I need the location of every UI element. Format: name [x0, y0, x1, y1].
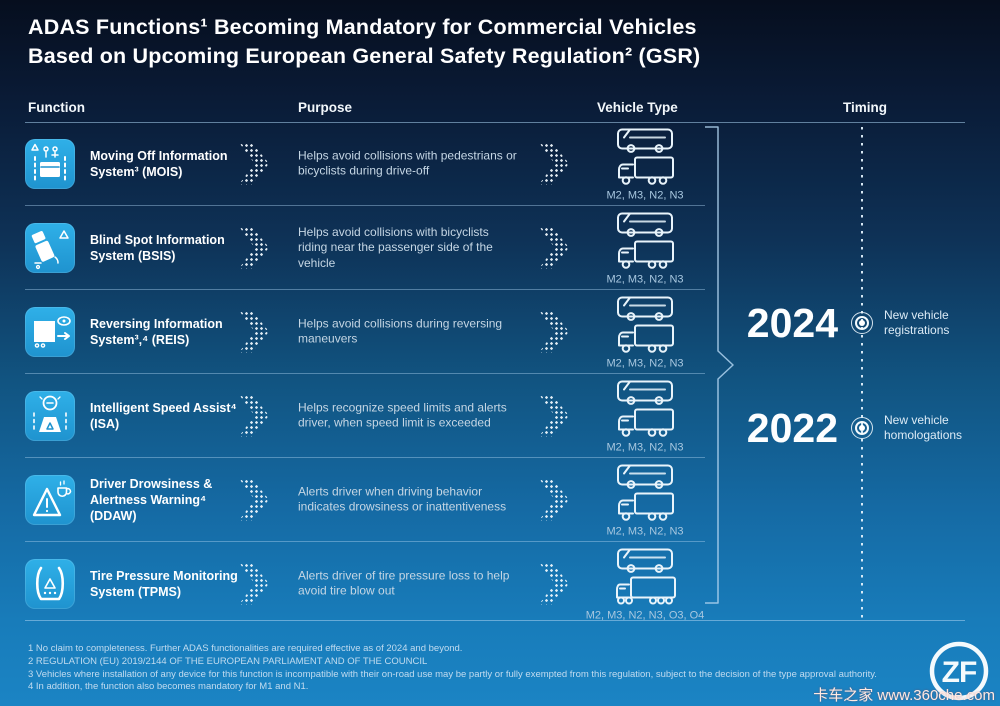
vehicle-type-cell: M2, M3, N2, N3 — [583, 378, 707, 453]
coach-bus-icon — [617, 548, 673, 573]
rigid-truck-icon — [618, 408, 674, 437]
rigid-truck-icon — [618, 492, 674, 521]
bottom-divider-line — [25, 620, 965, 621]
function-table: Moving Off Information System³ (MOIS) He… — [25, 122, 705, 625]
vehicle-type-cell: M2, M3, N2, N3, O3, O4 — [583, 546, 707, 621]
footnotes: 1 No claim to completeness. Further ADAS… — [28, 643, 877, 694]
purpose-text: Helps recognize speed limits and alerts … — [298, 400, 507, 430]
chevron-right-icon — [239, 142, 269, 185]
watermark: 卡车之家 www.360che.com — [813, 687, 995, 704]
purpose-text: Alerts driver of tire pressure loss to h… — [298, 568, 510, 598]
isa-icon — [25, 390, 75, 441]
footnote-4: 4 In addition, the function also becomes… — [28, 681, 309, 693]
function-name: Blind Spot Information System (BSIS) — [90, 232, 225, 263]
vehicle-classes: M2, M3, N2, N3 — [606, 273, 684, 285]
milestone-label: New vehicle registrations — [884, 308, 950, 337]
vehicle-type-cell: M2, M3, N2, N3 — [583, 294, 707, 369]
title-line-2: Based on Upcoming European General Safet… — [28, 44, 701, 68]
rigid-truck-icon — [618, 156, 674, 185]
chevron-right-icon — [239, 562, 269, 605]
header-divider-line — [25, 122, 965, 123]
chevron-right-icon — [539, 142, 569, 185]
zf-logo: ZF — [929, 641, 989, 701]
chevron-right-icon — [239, 394, 269, 437]
timing-group-bracket — [705, 126, 734, 604]
purpose-text: Helps avoid collisions with bicyclists r… — [298, 224, 493, 270]
coach-bus-icon — [617, 380, 673, 405]
coach-bus-icon — [617, 296, 673, 321]
footnote-2: 2 REGULATION (EU) 2019/2144 OF THE EUROP… — [28, 655, 428, 667]
function-name: Driver Drowsiness & Alertness Warning⁴ (… — [90, 476, 213, 523]
timeline-marker-icon — [851, 312, 873, 334]
title-line-1: ADAS Functions¹ Becoming Mandatory for C… — [28, 15, 697, 39]
footnote-1: 1 No claim to completeness. Further ADAS… — [28, 643, 463, 654]
ddaw-icon — [25, 474, 75, 525]
milestone-year: 2024 — [746, 300, 838, 346]
timeline-marker-icon — [851, 417, 873, 439]
function-name: Reversing Information System³,⁴ (REIS) — [90, 316, 223, 347]
chevron-right-icon — [539, 394, 569, 437]
chevron-right-icon — [539, 226, 569, 269]
truck-with-trailer-icon — [616, 576, 676, 604]
purpose-text: Helps avoid collisions during reversing … — [298, 316, 503, 346]
vehicle-classes: M2, M3, N2, N3 — [606, 357, 684, 369]
chevron-right-icon — [539, 310, 569, 353]
function-name: Intelligent Speed Assist⁴ (ISA) — [90, 400, 237, 431]
milestone-label: New vehicle homologations — [884, 413, 963, 442]
column-header-vehicle-type: Vehicle Type — [597, 100, 678, 115]
rigid-truck-icon — [618, 240, 674, 269]
mois-icon — [25, 138, 75, 189]
coach-bus-icon — [617, 212, 673, 237]
vehicle-type-cell: M2, M3, N2, N3 — [583, 462, 707, 537]
table-row: Blind Spot Information System (BSIS) Hel… — [25, 206, 705, 290]
function-name: Moving Off Information System³ (MOIS) — [90, 148, 228, 179]
column-header-function: Function — [28, 100, 85, 115]
coach-bus-icon — [617, 464, 673, 489]
bsis-icon — [25, 222, 75, 273]
chevron-right-icon — [239, 310, 269, 353]
function-name: Tire Pressure Monitoring System (TPMS) — [90, 568, 238, 599]
purpose-text: Alerts driver when driving behavior indi… — [298, 484, 507, 514]
svg-text:ZF: ZF — [942, 656, 977, 689]
vehicle-type-cell: M2, M3, N2, N3 — [583, 126, 707, 201]
vehicle-classes: M2, M3, N2, N3 — [606, 189, 684, 201]
chevron-right-icon — [239, 478, 269, 521]
tpms-icon — [25, 558, 75, 609]
table-row: Reversing Information System³,⁴ (REIS) H… — [25, 290, 705, 374]
footnote-3: 3 Vehicles where installation of any dev… — [28, 668, 877, 680]
vehicle-classes: M2, M3, N2, N3, O3, O4 — [585, 609, 705, 621]
chevron-right-icon — [539, 478, 569, 521]
table-row: Moving Off Information System³ (MOIS) He… — [25, 122, 705, 206]
rigid-truck-icon — [618, 324, 674, 353]
table-row: Intelligent Speed Assist⁴ (ISA) Helps re… — [25, 374, 705, 458]
page-title: ADAS Functions¹ Becoming Mandatory for C… — [28, 13, 700, 71]
milestone-year: 2022 — [746, 405, 838, 451]
vehicle-classes: M2, M3, N2, N3 — [606, 441, 684, 453]
chevron-right-icon — [239, 226, 269, 269]
purpose-text: Helps avoid collisions with pedestrians … — [298, 148, 517, 178]
coach-bus-icon — [617, 128, 673, 153]
vehicle-type-cell: M2, M3, N2, N3 — [583, 210, 707, 285]
vehicle-classes: M2, M3, N2, N3 — [606, 525, 684, 537]
chevron-right-icon — [539, 562, 569, 605]
timeline-dotted-line — [861, 127, 863, 619]
table-row: Tire Pressure Monitoring System (TPMS) A… — [25, 542, 705, 625]
reis-icon — [25, 306, 75, 357]
column-header-timing: Timing — [843, 100, 888, 115]
table-row: Driver Drowsiness & Alertness Warning⁴ (… — [25, 458, 705, 542]
column-header-purpose: Purpose — [298, 100, 353, 115]
